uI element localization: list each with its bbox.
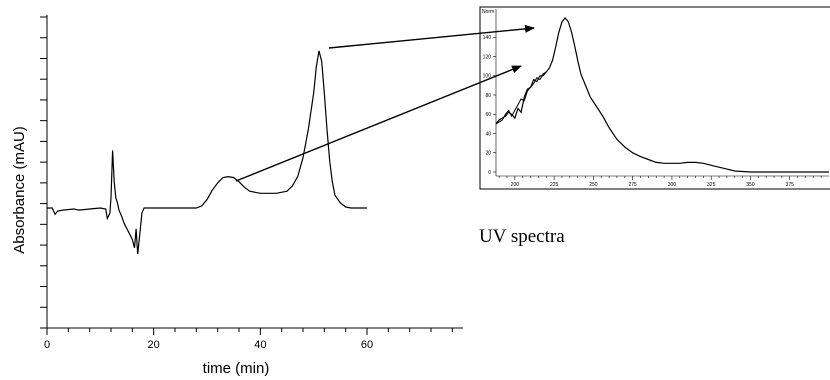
inset-y-ticks: 0 20 40 60 80 100 120 140 [483,35,496,176]
inset-frame [479,6,830,190]
inset-x-tick-label: 250 [589,182,598,188]
inset-y-tick-label: 40 [485,131,491,137]
uv-spectrum-trace-2 [495,71,547,125]
inset-x-tick-label: 325 [707,182,716,188]
inset-x-tick-label: 275 [628,182,637,188]
inset-x-tick-label: 200 [511,182,520,188]
inset-y-tick-label: 140 [483,35,492,41]
inset-y-tick-label: 100 [483,74,492,80]
uv-spectrum-inset: Norm 0 20 40 60 80 100 120 140 200 225 250 275 300 3… [479,6,830,190]
chromatogram-y-ticks [40,16,47,329]
peak2-arrow [328,24,535,49]
peak1-arrow [235,65,522,182]
inset-y-axis-title: Norm [482,9,494,15]
chromatogram-trace [47,50,367,255]
chromatogram-x-tick-labels: 0 20 40 60 [44,339,373,351]
chromatogram-plot: 0 20 40 60 time (min) Absorbance (mAU) [11,15,463,377]
inset-y-tick-label: 80 [485,93,491,99]
chromatogram-x-tick-label: 0 [44,339,50,351]
inset-y-tick-label: 60 [485,112,491,118]
chromatogram-y-axis-title: Absorbance (mAU) [11,126,28,254]
chromatogram-x-tick-label: 60 [361,339,373,351]
inset-x-tick-label: 300 [668,182,677,188]
inset-x-ticks: 200 225 250 275 300 325 350 375 [498,176,822,188]
chromatogram-x-tick-label: 20 [148,339,160,351]
inset-y-tick-label: 0 [488,170,491,176]
uv-spectrum-trace-1 [495,17,829,173]
chromatogram-x-ticks [46,328,453,335]
inset-x-tick-label: 225 [550,182,559,188]
inset-x-tick-label: 375 [786,182,795,188]
uv-spectra-caption: UV spectra [479,226,565,247]
chromatogram-x-axis-title: time (min) [203,360,270,377]
chromatogram-x-tick-label: 40 [254,339,266,351]
inset-x-tick-label: 350 [746,182,755,188]
inset-y-tick-label: 20 [485,151,491,157]
inset-y-tick-label: 120 [483,54,492,60]
